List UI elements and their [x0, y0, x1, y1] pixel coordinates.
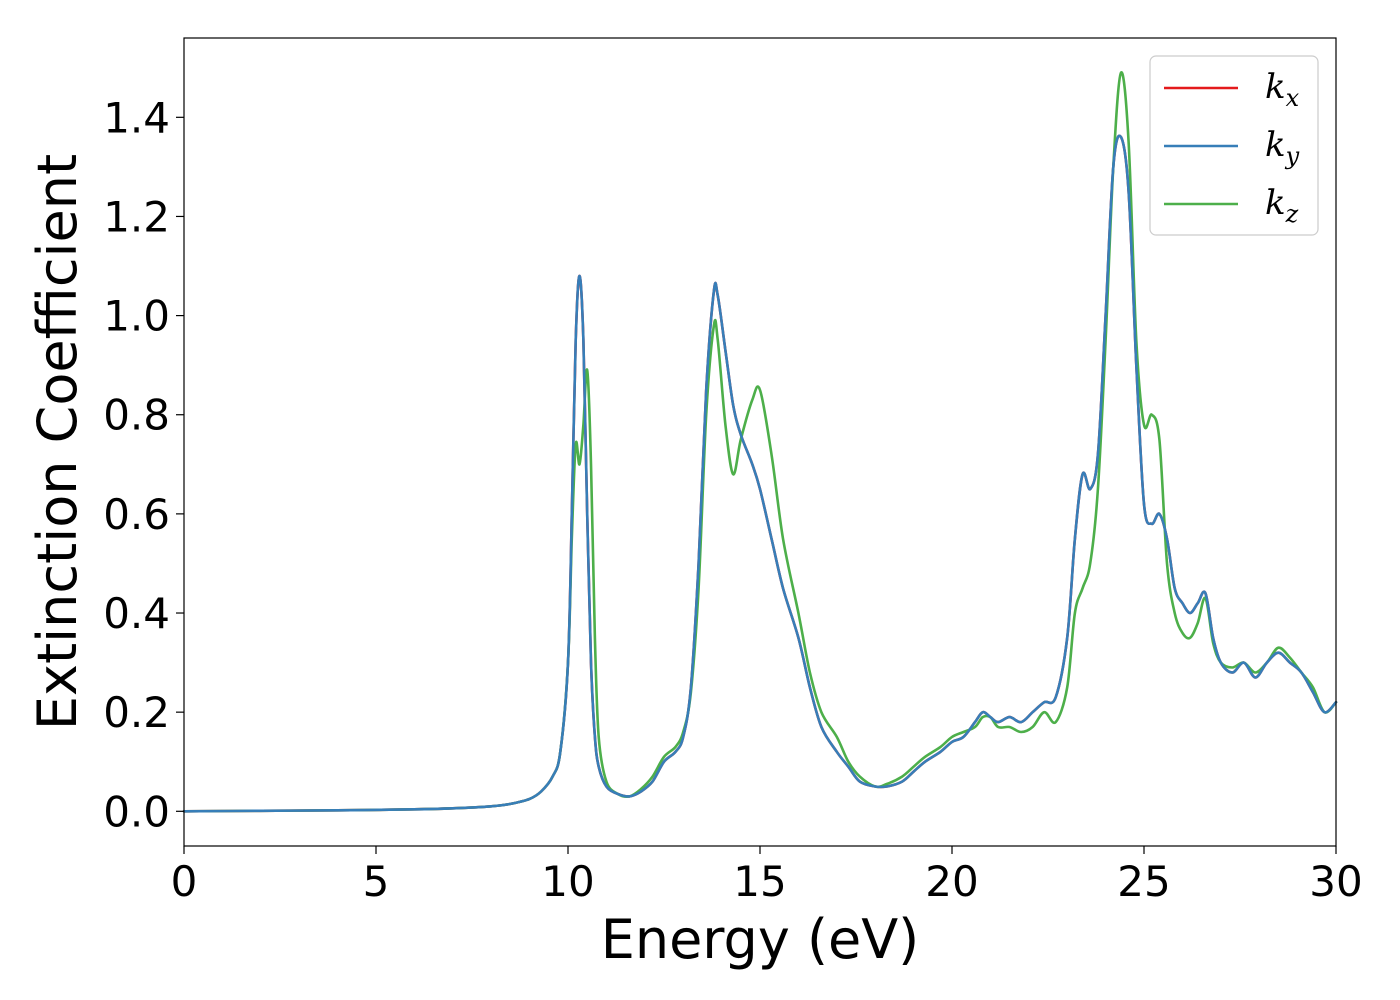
y-tick-label: 1.0	[103, 292, 170, 341]
x-tick-label: 5	[363, 857, 390, 906]
legend-label-subscript: y	[1285, 142, 1300, 170]
series-line-ky	[182, 134, 1338, 813]
y-tick-label: 0.0	[103, 787, 170, 836]
y-tick-label: 0.4	[103, 589, 170, 638]
series-layer	[182, 71, 1338, 813]
x-tick-label: 30	[1309, 857, 1362, 906]
legend-label-base: k	[1265, 67, 1286, 107]
x-tick-label: 0	[171, 857, 198, 906]
y-tick-label: 0.2	[103, 688, 170, 737]
y-tick-label: 1.4	[103, 93, 170, 142]
legend-label-subscript: x	[1286, 84, 1300, 112]
x-tick-label: 15	[733, 857, 786, 906]
y-axis-label: Extinction Coefficient	[26, 154, 89, 730]
legend-label-kx: kx	[1265, 67, 1300, 112]
plot-background	[184, 38, 1336, 846]
x-axis-label: Energy (eV)	[601, 908, 920, 971]
legend-label-subscript: z	[1285, 200, 1299, 228]
legend-label-kz: kz	[1265, 183, 1299, 228]
legend-label-base: k	[1265, 183, 1286, 223]
legend-label-ky: ky	[1265, 125, 1300, 170]
x-tick-label: 25	[1117, 857, 1170, 906]
y-tick-label: 0.8	[103, 391, 170, 440]
x-tick-label: 10	[541, 857, 594, 906]
x-tick-label: 20	[925, 857, 978, 906]
y-tick-label: 0.6	[103, 490, 170, 539]
legend-label-base: k	[1265, 125, 1286, 165]
y-tick-label: 1.2	[103, 192, 170, 241]
x-axis: 0 5 10 15 20 25 30	[171, 846, 1363, 906]
y-axis: 0.0 0.2 0.4 0.6 0.8 1.0 1.2 1.4	[103, 93, 184, 836]
